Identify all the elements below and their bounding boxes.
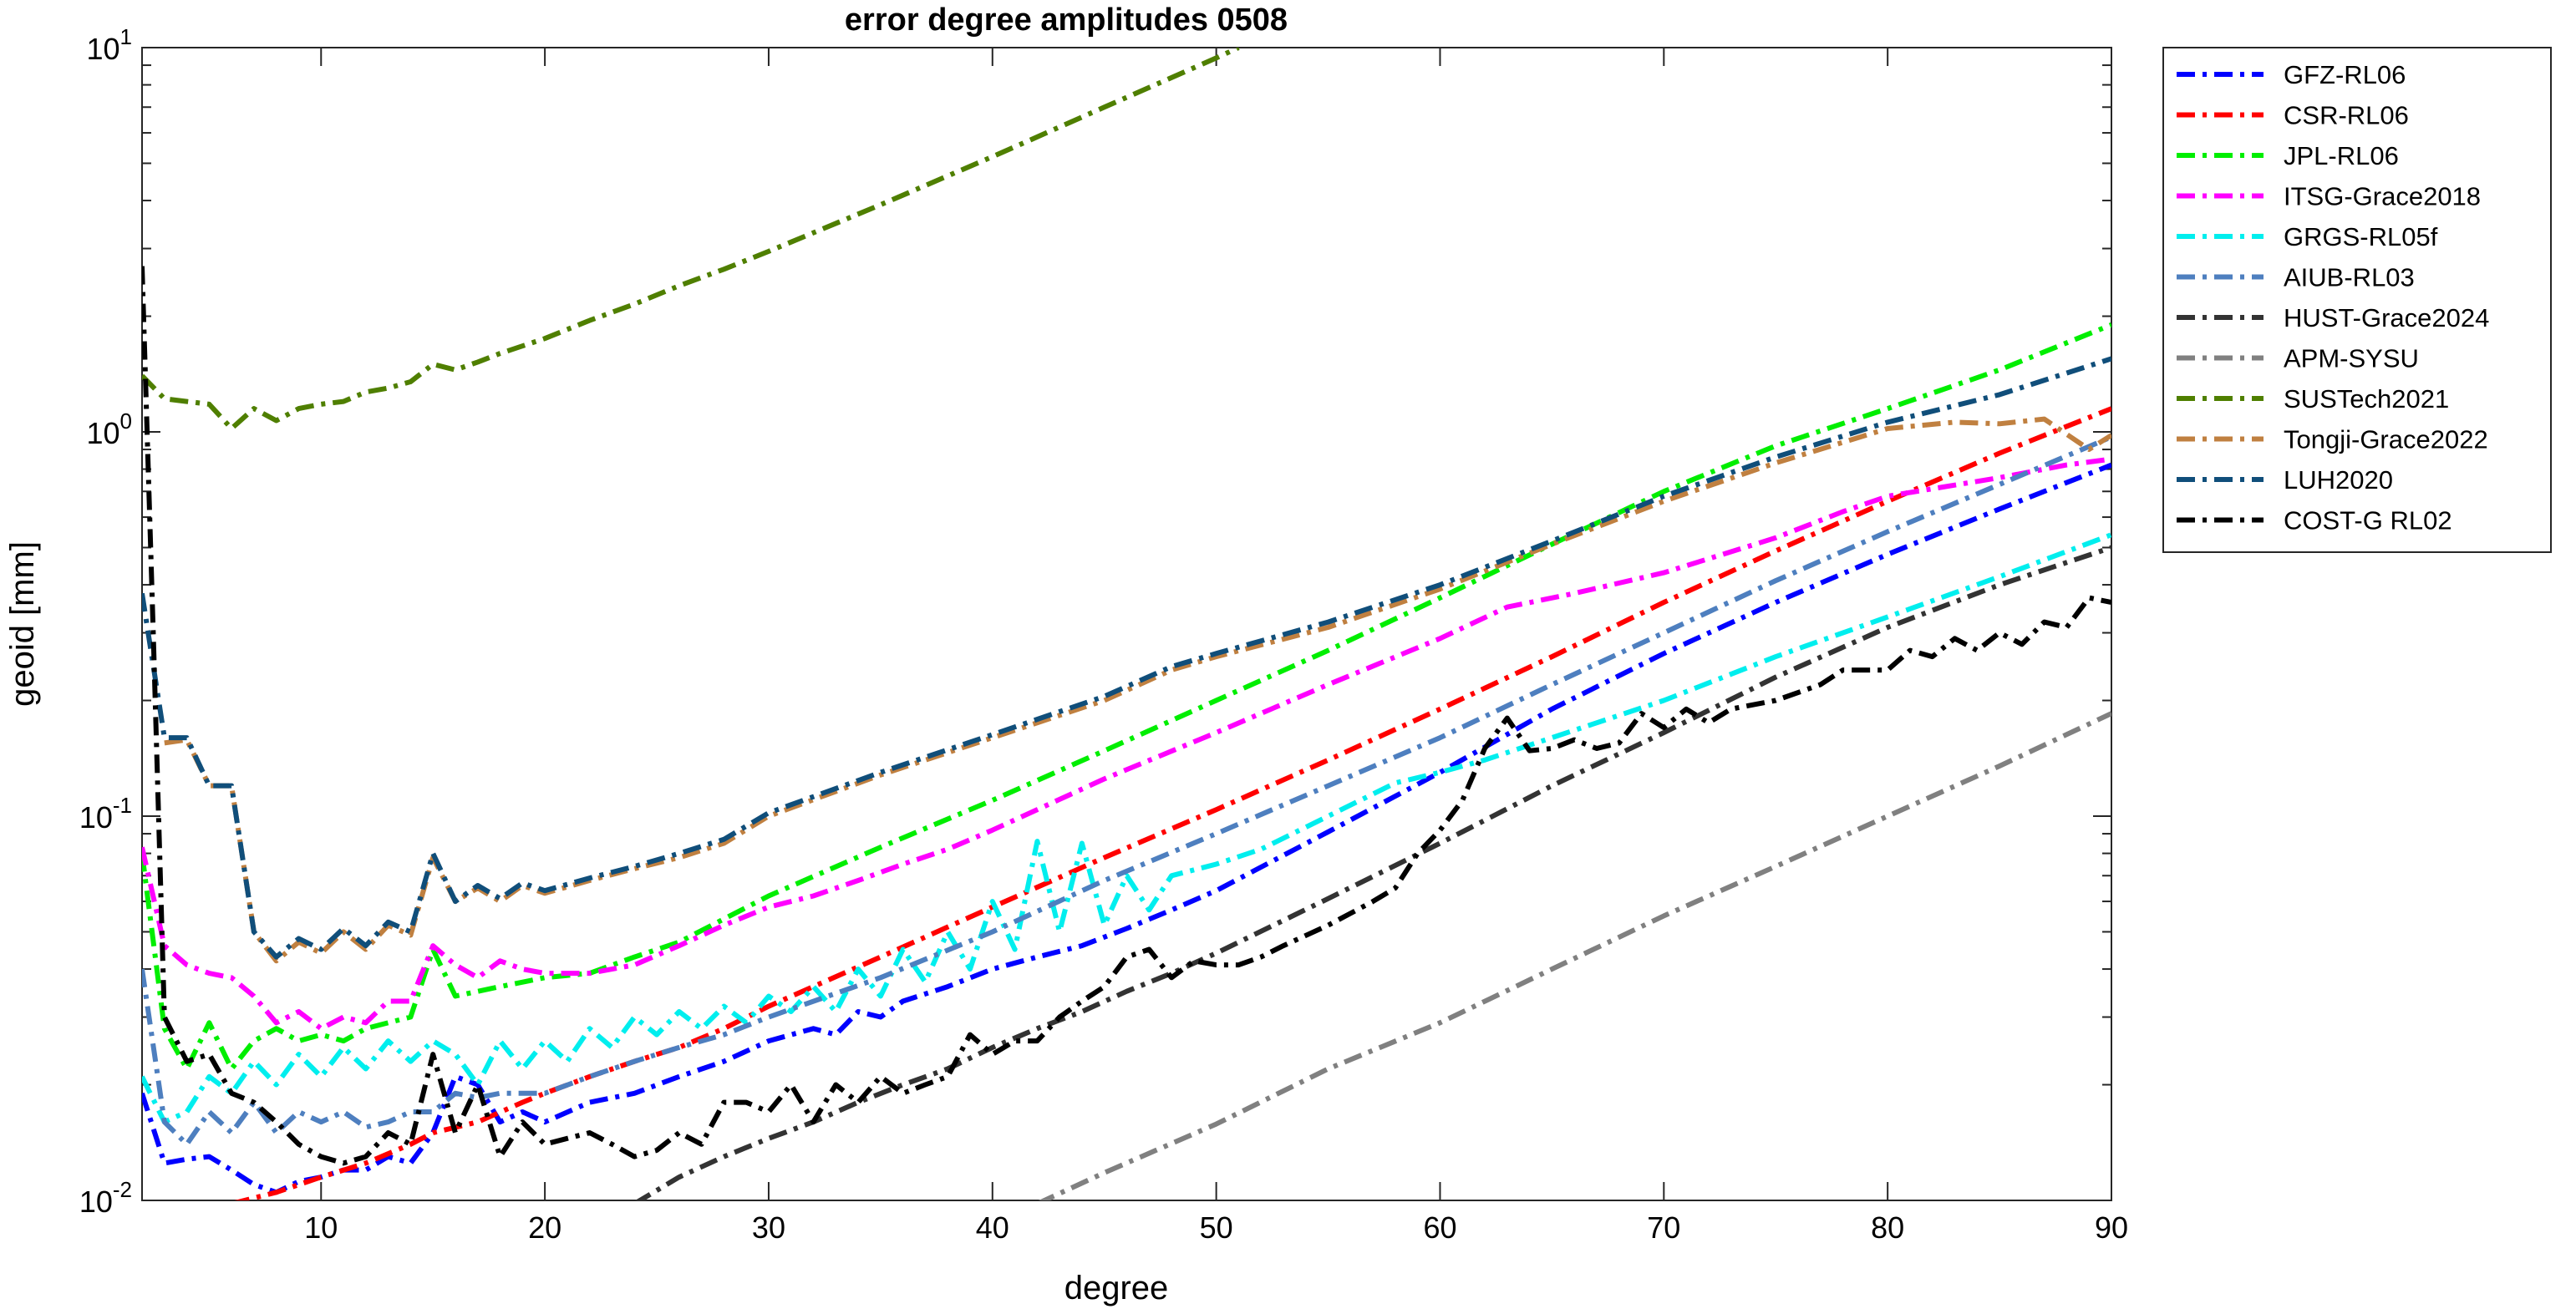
chart-title: error degree amplitudes 0508	[845, 3, 1288, 38]
legend-label: HUST-Grace2024	[2284, 303, 2489, 332]
legend-label: Tongji-Grace2022	[2284, 425, 2488, 454]
legend-label: CSR-RL06	[2284, 101, 2409, 130]
legend-label: ITSG-Grace2018	[2284, 182, 2481, 211]
y-tick-label: 100	[86, 408, 132, 450]
legend-label: JPL-RL06	[2284, 141, 2399, 170]
legend-label: SUSTech2021	[2284, 384, 2449, 414]
x-axis-label: degree	[1064, 1270, 1169, 1306]
series-line-luh2020	[142, 356, 2111, 960]
legend-label: AIUB-RL03	[2284, 263, 2415, 292]
series-line-grgs-rl05f	[142, 532, 2111, 1125]
legend-label: GRGS-RL05f	[2284, 222, 2438, 251]
x-tick-label: 30	[752, 1210, 785, 1245]
series-line-sustech2021	[142, 48, 1240, 431]
series-line-cost-g-rl02	[142, 266, 2111, 1166]
legend-label: APM-SYSU	[2284, 344, 2419, 373]
series-line-apm-sysu	[1038, 711, 2111, 1200]
x-tick-label: 50	[1200, 1210, 1233, 1245]
plot-axes: 10 20 30 40 50 60 70 80 90 10-2 10-1 100 101	[79, 24, 2128, 1245]
x-tick-label: 60	[1423, 1210, 1456, 1245]
series-line-csr-rl06	[234, 406, 2111, 1200]
y-tick-label: 10-1	[79, 793, 132, 835]
series-line-jpl-rl06	[142, 322, 2111, 1072]
series-line-aiub-rl03	[142, 434, 2111, 1147]
series-line-hust-grace2024	[635, 545, 2111, 1200]
series-line-tongji-grace2022	[164, 416, 2111, 964]
series-layer	[142, 48, 2111, 1200]
legend: GFZ-RL06 CSR-RL06 JPL-RL06 ITSG-Grace2018 GR…	[2162, 47, 2552, 553]
x-tick-label: 40	[976, 1210, 1009, 1245]
series-line-itsg-grace2018	[142, 456, 2111, 1032]
x-tick-label: 10	[304, 1210, 338, 1245]
plot-frame	[141, 47, 2112, 1201]
x-tick-label: 80	[1871, 1210, 1904, 1245]
x-tick-label: 20	[528, 1210, 561, 1245]
x-tick-label: 70	[1647, 1210, 1680, 1245]
y-axis-label: geoid [mm]	[4, 541, 41, 707]
legend-box	[2162, 47, 2552, 553]
legend-label: COST-G RL02	[2284, 506, 2452, 535]
legend-label: LUH2020	[2284, 465, 2393, 495]
series-line-gfz-rl06	[142, 462, 2111, 1195]
y-tick-label: 10-2	[79, 1177, 132, 1219]
y-tick-label: 101	[86, 24, 132, 66]
x-tick-label: 90	[2095, 1210, 2128, 1245]
legend-label: GFZ-RL06	[2284, 60, 2406, 89]
